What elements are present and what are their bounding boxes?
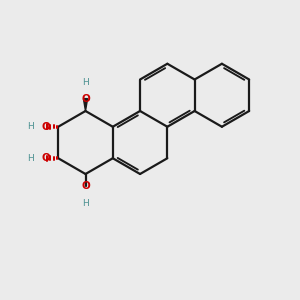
Text: H: H: [27, 154, 34, 163]
Text: O: O: [41, 122, 50, 132]
Text: H: H: [82, 199, 89, 208]
Text: O: O: [81, 182, 90, 191]
Polygon shape: [83, 99, 88, 111]
Text: O: O: [81, 94, 90, 103]
Text: O: O: [41, 153, 50, 163]
Text: H: H: [82, 78, 89, 87]
Text: H: H: [27, 122, 34, 131]
